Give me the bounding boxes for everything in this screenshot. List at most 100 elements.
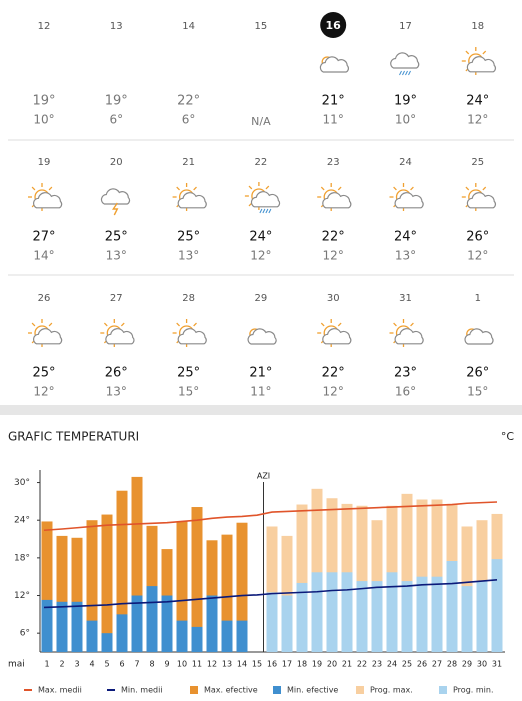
bar bbox=[341, 572, 353, 652]
legend-marker bbox=[190, 686, 198, 694]
sun-ray bbox=[265, 185, 270, 190]
sun-ray bbox=[393, 186, 397, 191]
temp-min: 12° bbox=[467, 113, 488, 127]
x-tick-label: 24 bbox=[387, 660, 397, 669]
sun-ray bbox=[103, 322, 108, 327]
y-tick-label: 30° bbox=[14, 478, 30, 488]
rain-drop bbox=[268, 208, 272, 214]
bar bbox=[416, 499, 428, 652]
bar bbox=[446, 561, 458, 652]
day-number: 28 bbox=[182, 293, 195, 304]
cloud bbox=[33, 328, 63, 345]
legend-marker bbox=[439, 686, 447, 694]
temp-min: 16° bbox=[395, 385, 416, 399]
bar bbox=[281, 535, 293, 652]
x-tick-label: 7 bbox=[134, 660, 139, 669]
weather-icon bbox=[389, 183, 424, 211]
temp-min: 6° bbox=[109, 113, 123, 127]
cloud bbox=[177, 328, 207, 345]
x-tick-label: 12 bbox=[207, 660, 217, 669]
x-tick-label: 14 bbox=[237, 660, 247, 669]
day-number: 27 bbox=[110, 293, 123, 304]
x-tick-label: 29 bbox=[462, 660, 472, 669]
temp-min: 12° bbox=[323, 249, 344, 263]
bar bbox=[386, 572, 398, 652]
sun-ray bbox=[176, 322, 180, 327]
x-tick-label: 28 bbox=[447, 660, 457, 669]
x-tick-label: 15 bbox=[252, 660, 262, 669]
temp-min: 12° bbox=[323, 385, 344, 399]
temp-max: 23° bbox=[394, 366, 417, 381]
bar bbox=[206, 595, 218, 652]
cloud bbox=[394, 192, 424, 209]
cloud bbox=[464, 328, 494, 345]
day-number: 23 bbox=[327, 157, 340, 168]
temp-max: 19° bbox=[394, 94, 417, 109]
cloud bbox=[390, 52, 420, 69]
sun-ray bbox=[320, 186, 325, 191]
temp-min: 15° bbox=[178, 385, 199, 399]
cloud bbox=[322, 192, 352, 209]
bar bbox=[176, 521, 188, 652]
legend-label: Min. medii bbox=[121, 686, 163, 695]
temp-min: 14° bbox=[33, 249, 54, 263]
chart-title: GRAFIC TEMPERATURI bbox=[8, 430, 139, 444]
bar bbox=[146, 586, 158, 652]
legend-marker bbox=[356, 686, 364, 694]
x-tick-label: 18 bbox=[297, 660, 307, 669]
chart-unit: °C bbox=[501, 430, 515, 443]
legend-label: Max. medii bbox=[38, 686, 82, 695]
day-number: 22 bbox=[255, 157, 268, 168]
temp-max: 26° bbox=[466, 366, 489, 381]
legend-label: Prog. max. bbox=[370, 686, 413, 695]
day-number: 12 bbox=[38, 21, 51, 32]
legend-label: Max. efective bbox=[204, 686, 258, 695]
sun-ray bbox=[248, 185, 253, 190]
x-tick-label: 16 bbox=[267, 660, 277, 669]
y-tick-label: 12° bbox=[14, 591, 30, 601]
temp-max: 25° bbox=[177, 366, 200, 381]
bar bbox=[71, 537, 83, 652]
bar bbox=[431, 499, 443, 652]
day-number: 13 bbox=[110, 21, 123, 32]
bar bbox=[86, 520, 98, 652]
day-number: 21 bbox=[182, 157, 195, 168]
rain-drop bbox=[265, 208, 269, 214]
temp-max: 24° bbox=[249, 230, 272, 245]
weather-icon bbox=[461, 47, 497, 75]
sun-ray bbox=[465, 186, 470, 191]
temp-min: 11° bbox=[323, 113, 344, 127]
x-tick-label: 27 bbox=[432, 660, 442, 669]
day-number: 31 bbox=[399, 293, 412, 304]
sun-ray bbox=[465, 50, 470, 55]
x-tick-label: 3 bbox=[74, 660, 79, 669]
sun-ray bbox=[31, 322, 36, 327]
day-number: 16 bbox=[326, 19, 342, 32]
x-tick-label: 19 bbox=[312, 660, 322, 669]
temp-max: 26° bbox=[466, 230, 489, 245]
bar bbox=[56, 535, 68, 652]
weather-icon bbox=[317, 319, 352, 347]
bar bbox=[41, 521, 53, 652]
temp-max: 19° bbox=[105, 94, 128, 109]
bar bbox=[356, 505, 368, 652]
x-tick-label: 31 bbox=[492, 660, 502, 669]
temp-na: N/A bbox=[251, 115, 271, 128]
cloud bbox=[100, 188, 131, 205]
temp-min: 12° bbox=[467, 249, 488, 263]
bar bbox=[86, 620, 98, 652]
temp-max: 22° bbox=[177, 94, 200, 109]
temp-max: 26° bbox=[105, 366, 128, 381]
sun-ray bbox=[337, 322, 342, 327]
sun-ray bbox=[410, 322, 414, 327]
x-tick-label: 26 bbox=[417, 660, 427, 669]
x-tick-label: 8 bbox=[149, 660, 154, 669]
temp-max: 25° bbox=[177, 230, 200, 245]
bar bbox=[491, 559, 503, 652]
sun-ray bbox=[320, 322, 325, 327]
weather-icon bbox=[28, 183, 63, 211]
bar bbox=[356, 581, 368, 652]
cloud bbox=[319, 56, 350, 73]
weather-icon bbox=[172, 319, 207, 347]
